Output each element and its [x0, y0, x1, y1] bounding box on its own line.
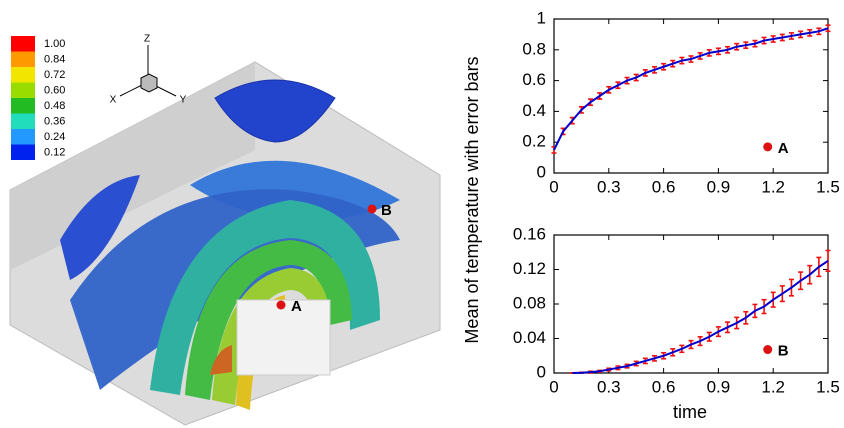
- plot-frame: [553, 18, 829, 174]
- colorbar-label: 0.36: [44, 115, 65, 127]
- surface: [210, 345, 232, 375]
- colorbar-swatch: [11, 98, 35, 114]
- isosurface-render: A B Z X Y: [9, 34, 441, 426]
- x-tick-label: 0: [549, 377, 558, 396]
- colorbar-swatch: [11, 67, 35, 83]
- y-tick-label: 0.2: [522, 132, 546, 151]
- y-tick-label: 0.8: [522, 39, 546, 58]
- colorbar-label: 0.24: [44, 131, 65, 143]
- x-tick-label: 1.5: [816, 377, 840, 396]
- obstacle: [236, 299, 331, 376]
- colorbar-label: 0.12: [44, 146, 65, 158]
- surface: [60, 175, 140, 280]
- axis-label: X: [110, 95, 117, 106]
- axis-cube: [140, 73, 158, 93]
- probe-label: A: [291, 298, 302, 315]
- annotation: B: [778, 343, 789, 360]
- surface: [236, 295, 285, 410]
- back-wall: [10, 62, 255, 270]
- colorbar-swatch: [11, 129, 35, 145]
- colorbar-swatch: [11, 36, 35, 52]
- x-tick-label: 0.3: [597, 377, 621, 396]
- mean-line: [572, 260, 829, 374]
- colorbar-label: 0.48: [44, 100, 65, 112]
- colorbar-label: 0.72: [44, 69, 65, 81]
- colorbar-label: 0.60: [44, 84, 65, 96]
- y-tick-label: 0: [537, 362, 546, 381]
- x-tick-label: 0: [549, 177, 558, 196]
- y-axis-label: Mean of temperature with error bars: [462, 56, 482, 343]
- y-tick-label: 0.12: [513, 259, 546, 278]
- y-tick-label: 0.4: [522, 101, 546, 120]
- x-tick-label: 1.2: [761, 177, 785, 196]
- x-tick-label: 1.5: [816, 177, 840, 196]
- annotation-dot: [763, 142, 773, 152]
- x-tick-label: 0.3: [597, 177, 621, 196]
- y-tick-label: 0: [537, 162, 546, 181]
- y-tick-label: 0.16: [513, 224, 546, 243]
- probe-label: B: [381, 202, 392, 219]
- surface: [214, 79, 336, 143]
- x-axis-label: time: [673, 402, 707, 422]
- y-tick-label: 0.6: [522, 70, 546, 89]
- colorbar-label: 1.00: [44, 38, 65, 50]
- annotation-dot: [763, 345, 773, 355]
- colorbar-swatch: [11, 113, 35, 129]
- y-tick-label: 1: [537, 8, 546, 27]
- colorbar-swatch: [11, 144, 35, 160]
- annotation: A: [778, 140, 789, 157]
- surface: [150, 200, 380, 395]
- x-tick-label: 1.2: [761, 377, 785, 396]
- colorbar-swatch: [11, 82, 35, 98]
- surface: [185, 240, 352, 400]
- colorbar-swatch: [11, 51, 35, 67]
- colorbar-label: 0.84: [44, 53, 65, 65]
- x-tick-label: 0.9: [707, 377, 731, 396]
- y-tick-label: 0.04: [513, 328, 546, 347]
- x-tick-label: 0.9: [707, 177, 731, 196]
- mean-line: [553, 27, 829, 151]
- probe-dot: [276, 300, 286, 310]
- x-tick-label: 0.6: [652, 377, 676, 396]
- axis-label: Z: [144, 34, 150, 45]
- y-tick-label: 0.08: [513, 293, 546, 312]
- probe-dot: [367, 204, 377, 214]
- axis-label: Y: [180, 95, 187, 106]
- x-tick-label: 0.6: [652, 177, 676, 196]
